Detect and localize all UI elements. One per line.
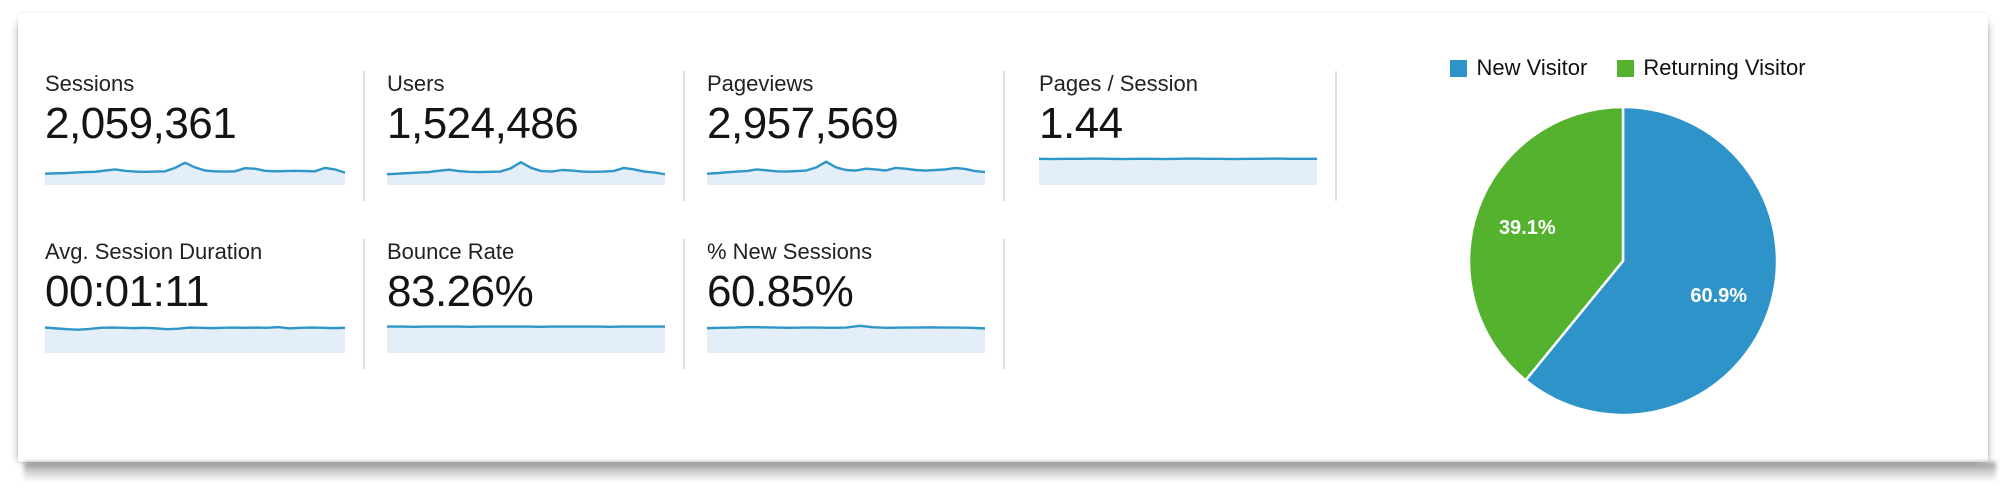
metric-label: Avg. Session Duration [45, 239, 263, 264]
legend-swatch-returning-visitor-icon [1617, 59, 1635, 77]
sparkline-svg [1039, 155, 1317, 185]
pie-slice-returning-visitor[interactable] [1467, 105, 1625, 382]
metric-card-pageviews[interactable]: Pageviews 2,957,569 [685, 71, 1005, 201]
metric-value: 2,059,361 [45, 99, 237, 148]
metric-sparkline [1039, 155, 1317, 185]
sparkline-line [1039, 159, 1317, 160]
metric-row-2: Avg. Session Duration 00:01:11 Bounce Ra… [45, 239, 1005, 369]
sparkline-area [387, 326, 665, 353]
visitor-type-pie-chart: 60.9% 39.1% [1463, 101, 1783, 421]
metric-sparkline [707, 155, 985, 185]
metric-value: 00:01:11 [45, 267, 210, 316]
metric-value: 83.26% [387, 267, 534, 316]
sparkline-svg [45, 323, 345, 353]
metric-card-avg-session-duration[interactable]: Avg. Session Duration 00:01:11 [45, 239, 365, 369]
metric-card-new-sessions[interactable]: % New Sessions 60.85% [685, 239, 1005, 369]
pie-slice-label-returning-visitor: 39.1% [1499, 217, 1556, 239]
sparkline-svg [45, 155, 345, 185]
sparkline-line [707, 162, 985, 174]
metric-card-sessions[interactable]: Sessions 2,059,361 [45, 71, 365, 201]
metric-label: Pages / Session [1039, 71, 1198, 96]
metric-value: 60.85% [707, 267, 854, 316]
sparkline-line [707, 326, 985, 329]
sparkline-area [45, 327, 345, 353]
metric-value: 2,957,569 [707, 99, 899, 148]
legend-label-returning-visitor: Returning Visitor [1643, 55, 1806, 80]
metric-sparkline [707, 323, 985, 353]
sparkline-line [45, 163, 345, 174]
sparkline-svg [707, 323, 985, 353]
metric-value: 1,524,486 [387, 99, 579, 148]
sparkline-svg [387, 155, 665, 185]
metric-sparkline [45, 155, 345, 185]
metric-card-bounce-rate[interactable]: Bounce Rate 83.26% [365, 239, 685, 369]
metric-card-pages-session[interactable]: Pages / Session 1.44 [1005, 71, 1337, 201]
sparkline-area [45, 162, 345, 185]
pie-slice-label-new-visitor: 60.9% [1690, 285, 1747, 307]
sparkline-area [707, 325, 985, 353]
metric-label: Bounce Rate [387, 239, 515, 264]
legend-label-new-visitor: New Visitor [1476, 55, 1588, 80]
metric-sparkline [45, 323, 345, 353]
legend-item-new-visitor: New Visitor [1450, 55, 1587, 81]
metric-label: Users [387, 71, 445, 96]
metric-sparkline [387, 323, 665, 353]
sparkline-line [45, 327, 345, 330]
legend-swatch-new-visitor-icon [1450, 59, 1468, 77]
metric-label: Pageviews [707, 71, 814, 96]
sparkline-svg [387, 323, 665, 353]
metric-label: % New Sessions [707, 239, 873, 264]
sparkline-area [1039, 158, 1317, 185]
metric-card-users[interactable]: Users 1,524,486 [365, 71, 685, 201]
legend-item-returning-visitor: Returning Visitor [1617, 55, 1806, 81]
metric-sparkline [387, 155, 665, 185]
metric-row-1: Sessions 2,059,361 Users 1,524,486 Pagev… [45, 71, 1337, 201]
pie-svg: 60.9% 39.1% [1467, 105, 1779, 417]
sparkline-line [387, 162, 665, 174]
sparkline-area [387, 162, 665, 185]
metric-label: Sessions [45, 71, 135, 96]
sparkline-area [707, 161, 985, 185]
metric-value: 1.44 [1039, 99, 1123, 148]
dashboard-panel: Sessions 2,059,361 Users 1,524,486 Pagev… [18, 13, 1988, 462]
pie-legend: New Visitor Returning Visitor [1408, 55, 1848, 81]
sparkline-svg [707, 155, 985, 185]
pie-slice-new-visitor[interactable] [1524, 105, 1779, 417]
